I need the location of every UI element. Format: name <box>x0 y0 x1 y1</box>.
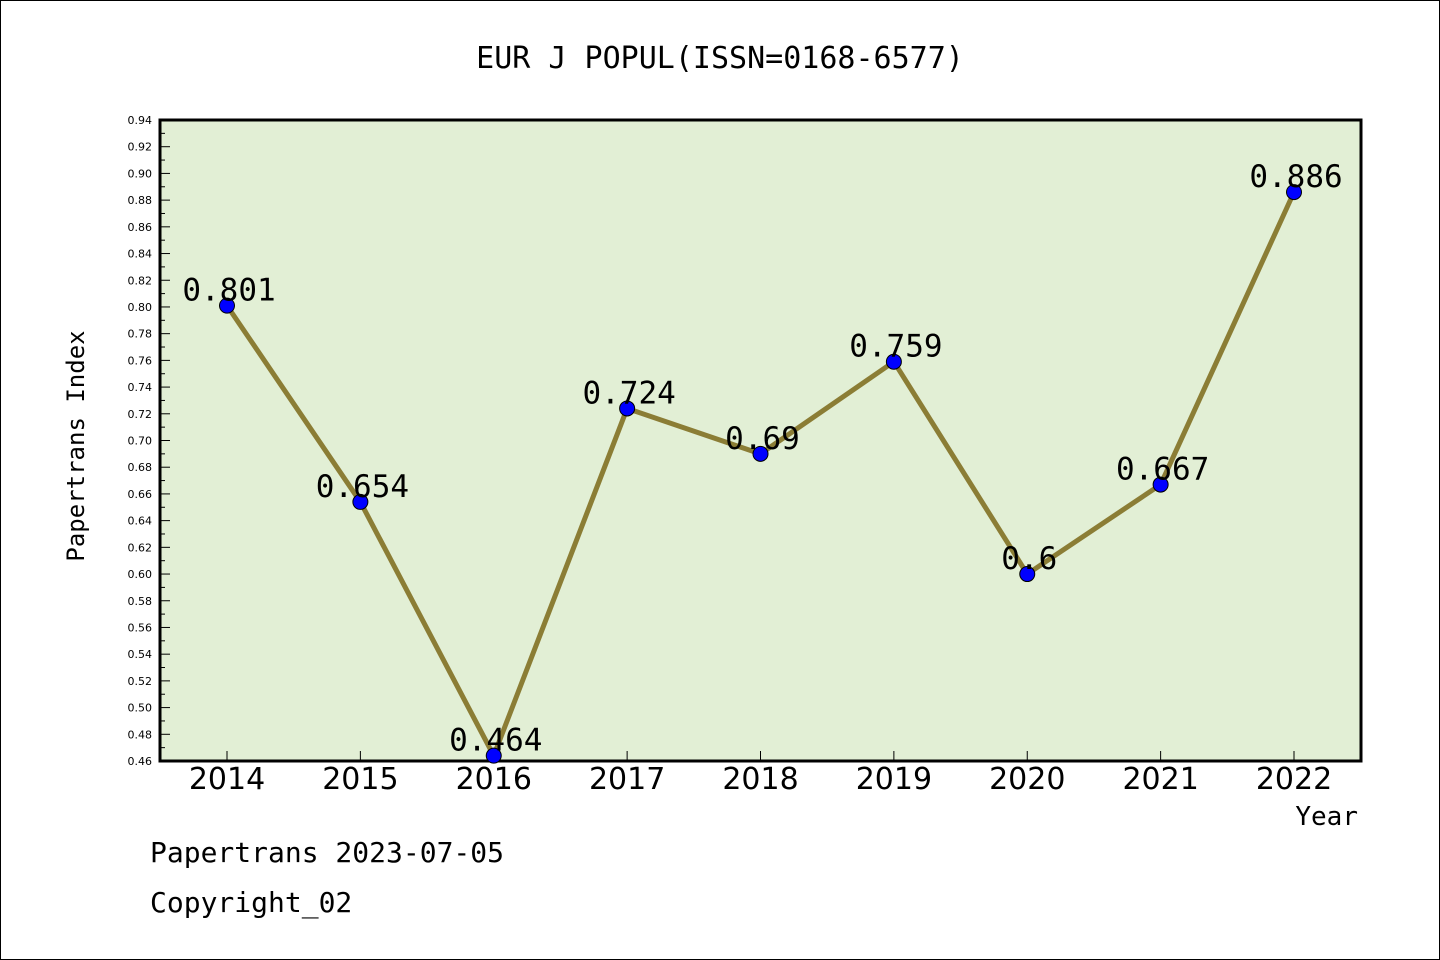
data-point <box>352 493 369 510</box>
y-tick-label: 0.64 <box>128 515 153 528</box>
x-tick-label: 2014 <box>189 762 265 797</box>
x-tick-label: 2022 <box>1256 762 1332 797</box>
marker-group <box>219 184 1302 764</box>
data-point <box>1019 566 1036 583</box>
x-tick-label: 2017 <box>589 762 665 797</box>
x-axis-label: Year <box>1295 802 1358 832</box>
footer-copyright: Copyright_02 <box>150 886 353 919</box>
y-tick-label: 0.70 <box>128 435 153 448</box>
y-tick-label: 0.52 <box>128 675 153 688</box>
y-tick-label: 0.92 <box>128 141 153 154</box>
y-tick-label: 0.88 <box>128 194 153 207</box>
x-axis: 2014 2015 2016 2017 2018 2019 2020 2021 2022 <box>189 751 1332 797</box>
y-axis: 0.46 0.48 0.50 0.52 0.54 0.56 0.58 0.60 0.62 0.64… <box>128 114 170 768</box>
y-tick-label: 0.74 <box>128 381 153 394</box>
y-tick-label: 0.56 <box>128 621 153 634</box>
data-point <box>885 353 902 370</box>
x-tick-label: 2021 <box>1122 762 1198 797</box>
data-label: 0.886 <box>1249 159 1342 195</box>
data-point <box>1152 476 1169 493</box>
plot-area <box>158 118 1363 763</box>
y-tick-label: 0.66 <box>128 488 153 501</box>
y-tick-label: 0.86 <box>128 221 153 234</box>
y-tick-label: 0.54 <box>128 648 153 661</box>
data-label: 0.667 <box>1116 452 1209 488</box>
data-label: 0.69 <box>725 421 800 457</box>
footer-date: Papertrans 2023-07-05 <box>150 836 505 869</box>
x-tick-label: 2020 <box>989 762 1065 797</box>
data-label: 0.801 <box>182 273 275 309</box>
y-tick-label: 0.94 <box>128 114 153 127</box>
y-tick-label: 0.62 <box>128 541 153 554</box>
y-tick-label: 0.72 <box>128 408 153 421</box>
y-tick-label: 0.46 <box>128 755 153 768</box>
y-tick-label: 0.84 <box>128 248 153 261</box>
x-tick-label: 2015 <box>322 762 398 797</box>
data-point <box>752 445 769 462</box>
y-tick-label: 0.60 <box>128 568 153 581</box>
y-tick-label: 0.48 <box>128 728 153 741</box>
y-tick-label: 0.58 <box>128 595 153 608</box>
data-point <box>1286 184 1302 201</box>
y-axis-label: Papertrans Index <box>62 330 90 561</box>
x-tick-label: 2019 <box>856 762 932 797</box>
data-point <box>485 747 502 764</box>
data-label: 0.654 <box>316 469 409 505</box>
data-point <box>619 400 636 417</box>
y-tick-label: 0.50 <box>128 702 153 715</box>
chart-title: EUR J POPUL(ISSN=0168-6577) <box>476 41 964 76</box>
y-tick-label: 0.76 <box>128 354 153 367</box>
data-point <box>219 297 235 314</box>
data-label: 0.759 <box>849 329 942 365</box>
y-tick-label: 0.80 <box>128 301 153 314</box>
data-label: 0.724 <box>582 375 675 411</box>
y-tick-label: 0.78 <box>128 328 153 341</box>
data-label: 0.464 <box>449 723 542 759</box>
x-tick-label: 2018 <box>722 762 798 797</box>
data-label: 0.6 <box>1001 541 1057 577</box>
x-tick-label: 2016 <box>456 762 532 797</box>
y-tick-label: 0.90 <box>128 167 153 180</box>
data-label-group: 0.801 0.654 0.464 0.724 0.69 0.759 0.6 0.667 0.8… <box>182 159 1342 759</box>
y-tick-label: 0.68 <box>128 461 153 474</box>
y-tick-label: 0.82 <box>128 274 153 287</box>
